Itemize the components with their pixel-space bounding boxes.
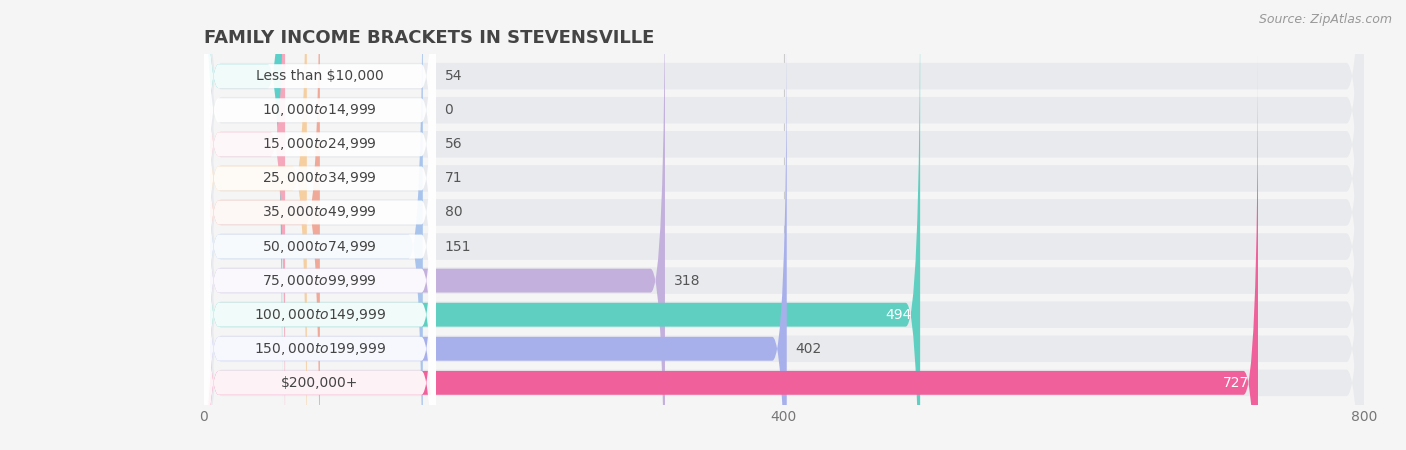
FancyBboxPatch shape: [204, 0, 436, 450]
Text: 494: 494: [884, 308, 911, 322]
FancyBboxPatch shape: [204, 0, 1364, 450]
FancyBboxPatch shape: [204, 0, 1364, 450]
Text: 54: 54: [444, 69, 463, 83]
FancyBboxPatch shape: [204, 0, 436, 450]
Text: 56: 56: [444, 137, 463, 151]
Text: $35,000 to $49,999: $35,000 to $49,999: [263, 204, 377, 220]
FancyBboxPatch shape: [204, 0, 1364, 450]
FancyBboxPatch shape: [204, 0, 283, 405]
FancyBboxPatch shape: [204, 0, 920, 450]
FancyBboxPatch shape: [204, 0, 436, 450]
FancyBboxPatch shape: [204, 0, 665, 450]
FancyBboxPatch shape: [204, 0, 436, 450]
FancyBboxPatch shape: [204, 20, 436, 450]
Text: 80: 80: [444, 206, 463, 220]
Text: 0: 0: [444, 103, 453, 117]
Text: $10,000 to $14,999: $10,000 to $14,999: [263, 102, 377, 118]
FancyBboxPatch shape: [204, 0, 285, 450]
Text: $100,000 to $149,999: $100,000 to $149,999: [253, 307, 387, 323]
Text: $15,000 to $24,999: $15,000 to $24,999: [263, 136, 377, 152]
FancyBboxPatch shape: [204, 20, 787, 450]
Text: 727: 727: [1223, 376, 1250, 390]
Text: $50,000 to $74,999: $50,000 to $74,999: [263, 238, 377, 255]
FancyBboxPatch shape: [204, 0, 436, 439]
Text: 71: 71: [444, 171, 463, 185]
FancyBboxPatch shape: [204, 0, 1364, 450]
FancyBboxPatch shape: [204, 0, 423, 450]
Text: 151: 151: [444, 239, 471, 253]
Text: FAMILY INCOME BRACKETS IN STEVENSVILLE: FAMILY INCOME BRACKETS IN STEVENSVILLE: [204, 29, 654, 47]
Text: $25,000 to $34,999: $25,000 to $34,999: [263, 171, 377, 186]
FancyBboxPatch shape: [204, 0, 1364, 450]
FancyBboxPatch shape: [204, 0, 436, 405]
FancyBboxPatch shape: [204, 0, 1364, 450]
Text: Less than $10,000: Less than $10,000: [256, 69, 384, 83]
Text: 402: 402: [796, 342, 821, 356]
FancyBboxPatch shape: [204, 0, 1364, 450]
FancyBboxPatch shape: [204, 54, 436, 450]
Text: 318: 318: [673, 274, 700, 288]
FancyBboxPatch shape: [204, 0, 436, 450]
FancyBboxPatch shape: [204, 0, 321, 450]
FancyBboxPatch shape: [204, 0, 307, 450]
FancyBboxPatch shape: [204, 54, 1258, 450]
FancyBboxPatch shape: [204, 0, 1364, 450]
FancyBboxPatch shape: [204, 0, 436, 450]
FancyBboxPatch shape: [204, 0, 1364, 450]
FancyBboxPatch shape: [204, 0, 1364, 450]
Text: $150,000 to $199,999: $150,000 to $199,999: [253, 341, 387, 357]
Text: $75,000 to $99,999: $75,000 to $99,999: [263, 273, 377, 288]
Text: Source: ZipAtlas.com: Source: ZipAtlas.com: [1258, 14, 1392, 27]
Text: $200,000+: $200,000+: [281, 376, 359, 390]
